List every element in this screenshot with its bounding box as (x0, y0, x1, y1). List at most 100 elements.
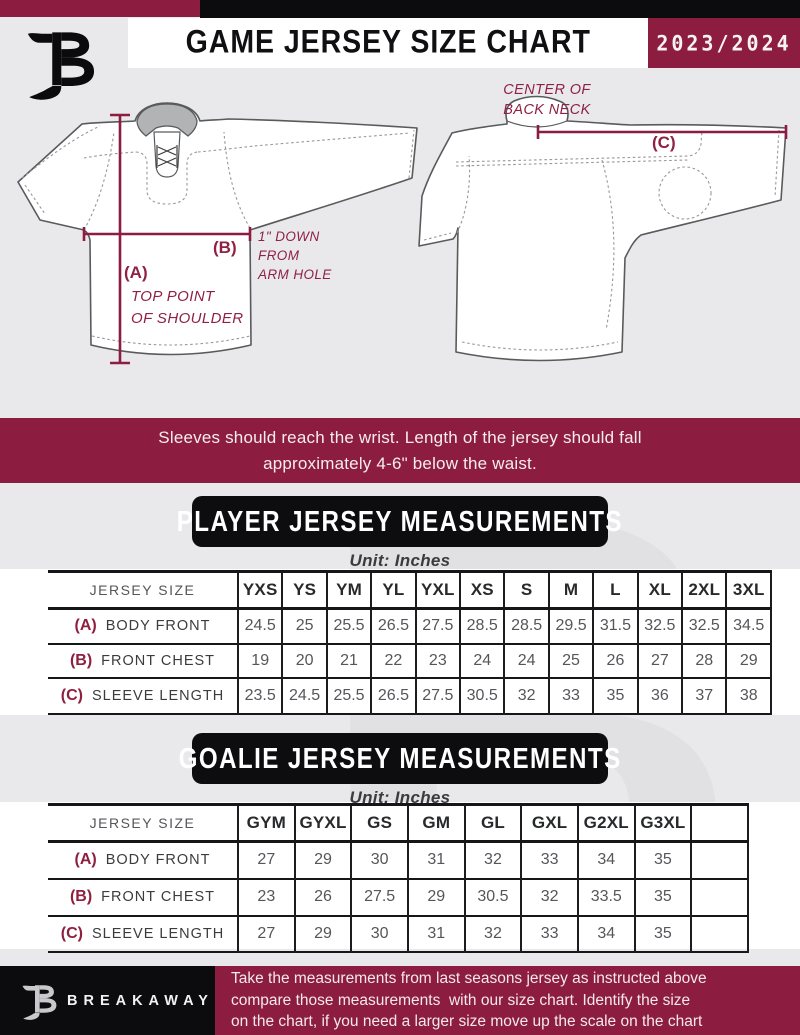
value-cell: 28.5 (460, 608, 506, 644)
value-cell: 34 (577, 841, 636, 879)
value-cell: 24.5 (282, 677, 328, 714)
value-cell: 36 (637, 677, 684, 714)
value-cell: 27.5 (415, 608, 462, 644)
value-cell: 32.5 (637, 608, 684, 644)
value-cell: 29.5 (548, 608, 595, 644)
front-seam-stitching (21, 125, 415, 346)
size-col-header: L (593, 571, 639, 609)
goalie-section-banner: GOALIE JERSEY MEASUREMENTS (179, 733, 620, 784)
row-label: FRONT CHEST (101, 889, 216, 905)
row-key: (A) (74, 851, 97, 869)
goalie-front-chest-row: (B) FRONT CHEST 23 26 27.5 29 30.5 32 33… (48, 878, 749, 916)
size-col-header: GS (351, 804, 409, 842)
row-key: (B) (69, 888, 93, 905)
value-cell: 33 (548, 677, 595, 714)
value-cell: 27.5 (351, 878, 409, 916)
player-unit-label: Unit: Inches (349, 551, 451, 570)
value-cell: 27 (637, 643, 684, 678)
goalie-measurements-table: JERSEY SIZE GYM GYXL GS GM GL GXL G2XL G… (48, 803, 749, 953)
back-seam-stitching (423, 129, 780, 351)
fit-note-banner: Sleeves should reach the wrist. Length o… (0, 418, 800, 483)
footer-instructions: Take the measurements from last seasons … (215, 966, 800, 1035)
player-front-chest-row: (B) FRONT CHEST 19 20 21 22 23 24 24 25 … (48, 643, 772, 678)
measurement-lines (82, 113, 788, 365)
row-key: (C) (60, 924, 83, 942)
size-col-header: 2XL (682, 571, 728, 609)
measurement-line-b (82, 227, 252, 241)
goalie-body-front-row: (A) BODY FRONT 27 29 30 31 32 33 34 35 (48, 841, 749, 879)
value-cell: 26 (593, 643, 639, 678)
row-label: FRONT CHEST (101, 652, 216, 669)
value-cell: 23.5 (238, 677, 284, 714)
season-label: 2023/2024 (656, 30, 792, 56)
row-label: BODY FRONT (105, 618, 211, 635)
value-cell: 33.5 (577, 878, 636, 916)
goalie-section-title: GOALIE JERSEY MEASUREMENTS (178, 741, 622, 775)
jersey-size-header: JERSEY SIZE (48, 804, 239, 842)
jersey-back-diagram (418, 95, 787, 362)
brand-name: BREAKAWAY (67, 992, 214, 1009)
value-cell: 25.5 (326, 677, 373, 714)
size-col-header: XS (460, 571, 506, 609)
season-badge: 2023/2024 (648, 18, 800, 68)
measurement-line-a (110, 113, 130, 365)
value-cell: 32 (464, 915, 523, 952)
size-col-header: XL (637, 571, 684, 609)
player-measurements-table: JERSEY SIZE YXS YS YM YL YXL XS S M L XL… (48, 570, 772, 715)
size-col-header: YXL (415, 571, 462, 609)
size-col-header: 3XL (726, 571, 772, 609)
size-col-header: YS (282, 571, 328, 609)
value-cell (691, 878, 749, 916)
value-cell: 26.5 (371, 677, 417, 714)
value-cell: 35 (634, 915, 693, 952)
value-cell: 31 (407, 841, 466, 879)
footer-line-2: compare those measurements with our size… (231, 991, 691, 1009)
fit-note-line-2: approximately 4-6" below the waist. (263, 453, 537, 473)
size-col-header (691, 804, 749, 842)
row-label: BODY FRONT (105, 852, 211, 869)
value-cell: 21 (326, 643, 373, 678)
jersey-front-diagram (17, 102, 418, 356)
footer-line-3: on the chart, if you need a larger size … (231, 1013, 703, 1031)
measurement-label-c: (C) (652, 133, 676, 152)
goalie-size-header-row: JERSEY SIZE GYM GYXL GS GM GL GXL G2XL G… (48, 804, 749, 842)
size-col-header: S (504, 571, 550, 609)
value-cell: 25 (548, 643, 595, 678)
value-cell: 33 (521, 841, 579, 879)
collar-laces (156, 145, 178, 168)
value-cell: 31.5 (593, 608, 639, 644)
player-sleeve-length-row: (C) SLEEVE LENGTH 23.5 24.5 25.5 26.5 27… (48, 677, 772, 714)
player-body-front-row: (A) BODY FRONT 24.5 25 25.5 26.5 27.5 28… (48, 608, 772, 644)
value-cell: 35 (593, 677, 639, 714)
value-cell: 25 (282, 608, 328, 644)
jersey-size-header: JERSEY SIZE (48, 571, 239, 609)
measurement-label-a: (A) (124, 263, 148, 282)
value-cell: 29 (726, 643, 772, 678)
value-cell: 34 (577, 915, 636, 952)
value-cell: 19 (238, 643, 284, 678)
row-key: (C) (60, 686, 83, 704)
value-cell: 30 (351, 841, 409, 879)
size-col-header: GL (464, 804, 523, 842)
goalie-sleeve-length-row: (C) SLEEVE LENGTH 27 29 30 31 32 33 34 3… (48, 915, 749, 952)
value-cell (691, 841, 749, 879)
size-col-header: GYXL (294, 804, 353, 842)
center-back-neck-note: CENTER OF BACK NECK (503, 82, 591, 118)
value-cell: 24.5 (238, 608, 284, 644)
value-cell: 24 (504, 643, 550, 678)
arm-hole-note: 1" DOWN FROM ARM HOLE (258, 229, 332, 282)
page-title: GAME JERSEY SIZE CHART (185, 24, 591, 61)
row-key: (A) (74, 617, 97, 635)
size-col-header: GM (407, 804, 466, 842)
breakaway-b-logo-icon-small (22, 981, 58, 1021)
size-col-header: G3XL (634, 804, 693, 842)
size-col-header: YXS (238, 571, 284, 609)
value-cell: 24 (460, 643, 506, 678)
value-cell: 35 (634, 878, 693, 916)
value-cell: 33 (521, 915, 579, 952)
value-cell: 27 (238, 841, 296, 879)
value-cell: 35 (634, 841, 693, 879)
row-key: (B) (69, 651, 93, 669)
value-cell: 23 (238, 878, 296, 916)
